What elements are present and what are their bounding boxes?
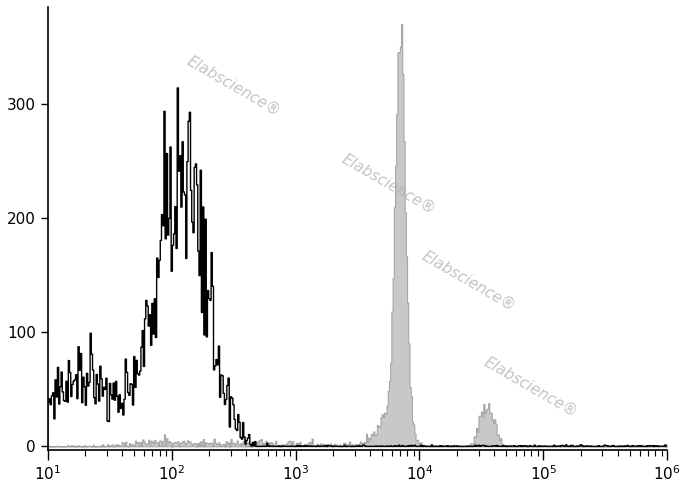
Text: Elabscience®: Elabscience®: [184, 54, 283, 120]
Text: Elabscience®: Elabscience®: [339, 151, 438, 217]
Text: Elabscience®: Elabscience®: [482, 355, 581, 420]
Text: Elabscience®: Elabscience®: [420, 248, 519, 315]
